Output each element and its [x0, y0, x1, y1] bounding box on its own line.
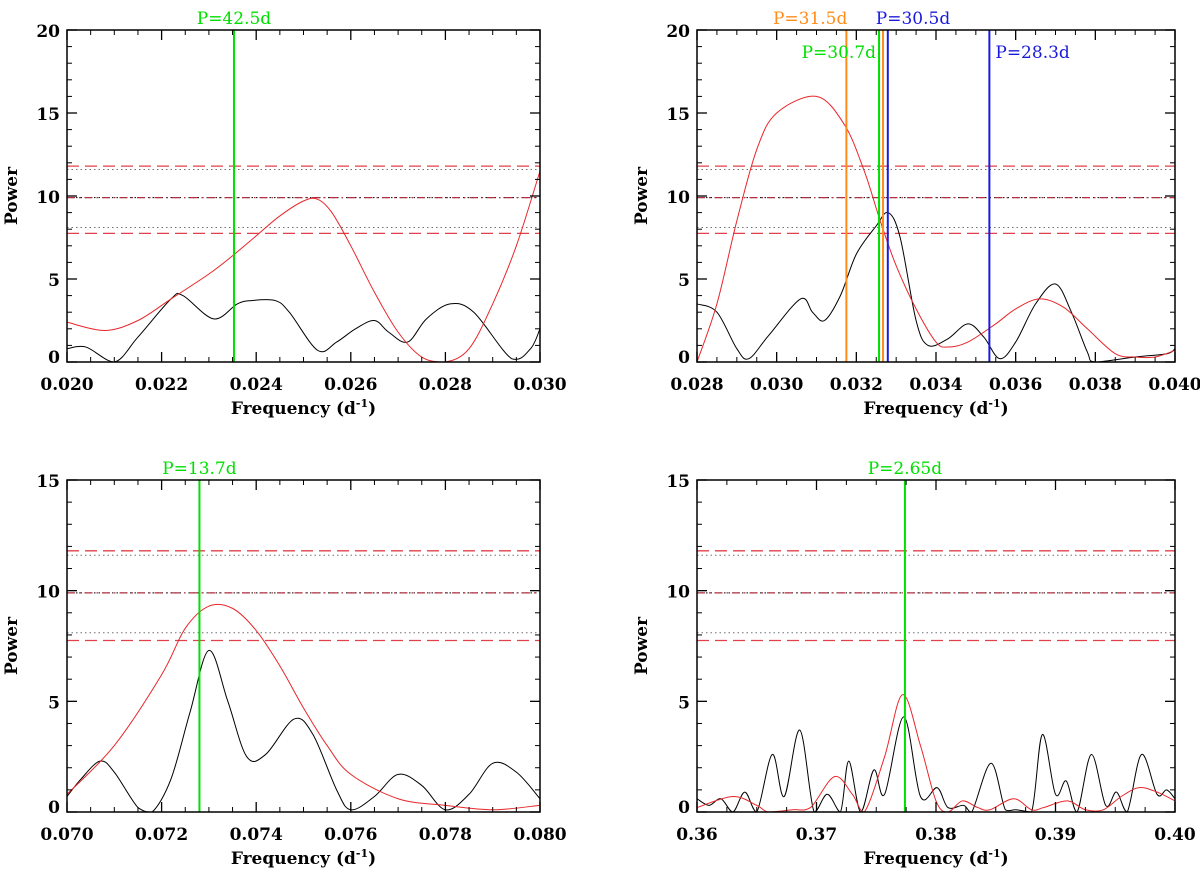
x-tick-label: 0.036 — [989, 375, 1042, 395]
red-periodogram-curve — [697, 694, 1175, 812]
period-label: P=28.3d — [995, 43, 1070, 63]
red-periodogram-curve — [697, 95, 1175, 362]
x-tick-label: 0.038 — [1069, 375, 1122, 395]
y-tick-label: 10 — [666, 188, 690, 208]
y-tick-label: 20 — [36, 22, 60, 42]
panel-1: P=42.5d 0.020 0.022 0.024 0.026 0.028 0.030 0 5 1… — [2, 9, 567, 419]
y-tick-label: 10 — [36, 583, 60, 603]
y-tick-label: 0 — [48, 798, 60, 818]
period-label: P=30.5d — [876, 9, 951, 29]
x-tick-label: 0.030 — [513, 375, 566, 395]
y-axis-label: Power — [2, 616, 22, 675]
panel-3: P=13.7d 0.070 0.072 0.074 0.076 0.078 0.080 0 5 1… — [2, 459, 567, 869]
black-periodogram-curve — [67, 649, 540, 812]
y-tick-label: 0 — [48, 348, 60, 368]
y-tick-label: 10 — [36, 188, 60, 208]
black-periodogram-curve — [697, 716, 1175, 812]
red-periodogram-curve — [67, 603, 540, 811]
y-tick-label: 5 — [48, 693, 60, 713]
plot-frame — [66, 29, 541, 363]
x-tick-label: 0.40 — [1154, 825, 1196, 845]
y-axis-label: Power — [2, 166, 22, 225]
x-tick-label: 0.024 — [230, 375, 283, 395]
y-tick-label: 5 — [678, 271, 690, 291]
period-label: P=13.7d — [162, 459, 237, 479]
x-axis-label: Frequency (d-1) — [863, 397, 1008, 419]
black-periodogram-curve — [67, 292, 540, 362]
y-axis-label: Power — [632, 166, 652, 225]
x-axis-label: Frequency (d-1) — [863, 847, 1008, 869]
x-tick-label: 0.070 — [40, 825, 93, 845]
x-tick-label: 0.032 — [830, 375, 883, 395]
black-periodogram-curve — [697, 211, 1175, 362]
x-tick-label: 0.37 — [796, 825, 837, 845]
panel-4: P=2.65d 0.36 0.37 0.38 0.39 0.40 0 5 10 15 Frequen… — [632, 459, 1196, 869]
x-tick-label: 0.022 — [135, 375, 188, 395]
x-tick-label: 0.030 — [750, 375, 803, 395]
y-tick-label: 0 — [678, 798, 690, 818]
period-label: P=2.65d — [868, 459, 943, 479]
x-tick-label: 0.072 — [135, 825, 188, 845]
x-tick-label: 0.078 — [419, 825, 472, 845]
y-tick-label: 5 — [48, 271, 60, 291]
period-label: P=30.7d — [802, 43, 877, 63]
plot-frame — [66, 479, 541, 813]
x-axis-label: Frequency (d-1) — [231, 397, 376, 419]
period-label: P=42.5d — [197, 9, 272, 29]
x-axis-label: Frequency (d-1) — [231, 847, 376, 869]
plot-frame — [696, 29, 1176, 363]
x-tick-label: 0.028 — [419, 375, 472, 395]
x-tick-label: 0.38 — [915, 825, 956, 845]
x-tick-label: 0.36 — [676, 825, 717, 845]
x-tick-label: 0.026 — [324, 375, 377, 395]
x-tick-label: 0.076 — [324, 825, 377, 845]
y-tick-label: 5 — [678, 693, 690, 713]
panel-2: P=31.5d P=30.7d P=30.5d P=28.3d 0.028 0.030 0.… — [632, 9, 1200, 419]
period-label: P=31.5d — [773, 9, 848, 29]
y-tick-label: 15 — [666, 472, 690, 492]
x-tick-label: 0.080 — [513, 825, 566, 845]
y-tick-label: 20 — [666, 22, 690, 42]
x-tick-label: 0.034 — [909, 375, 962, 395]
y-tick-label: 15 — [666, 105, 690, 125]
plot-area — [67, 550, 540, 812]
red-periodogram-curve — [67, 170, 540, 362]
y-axis-label: Power — [632, 616, 652, 675]
plot-area — [697, 95, 1175, 362]
y-tick-label: 0 — [678, 348, 690, 368]
x-tick-label: 0.028 — [670, 375, 723, 395]
y-tick-label: 15 — [36, 472, 60, 492]
y-tick-label: 15 — [36, 105, 60, 125]
x-tick-label: 0.040 — [1148, 375, 1200, 395]
plot-area — [67, 165, 540, 362]
x-tick-label: 0.074 — [230, 825, 283, 845]
plot-area — [697, 550, 1175, 812]
x-tick-label: 0.020 — [40, 375, 93, 395]
x-tick-label: 0.39 — [1035, 825, 1076, 845]
y-tick-label: 10 — [666, 583, 690, 603]
